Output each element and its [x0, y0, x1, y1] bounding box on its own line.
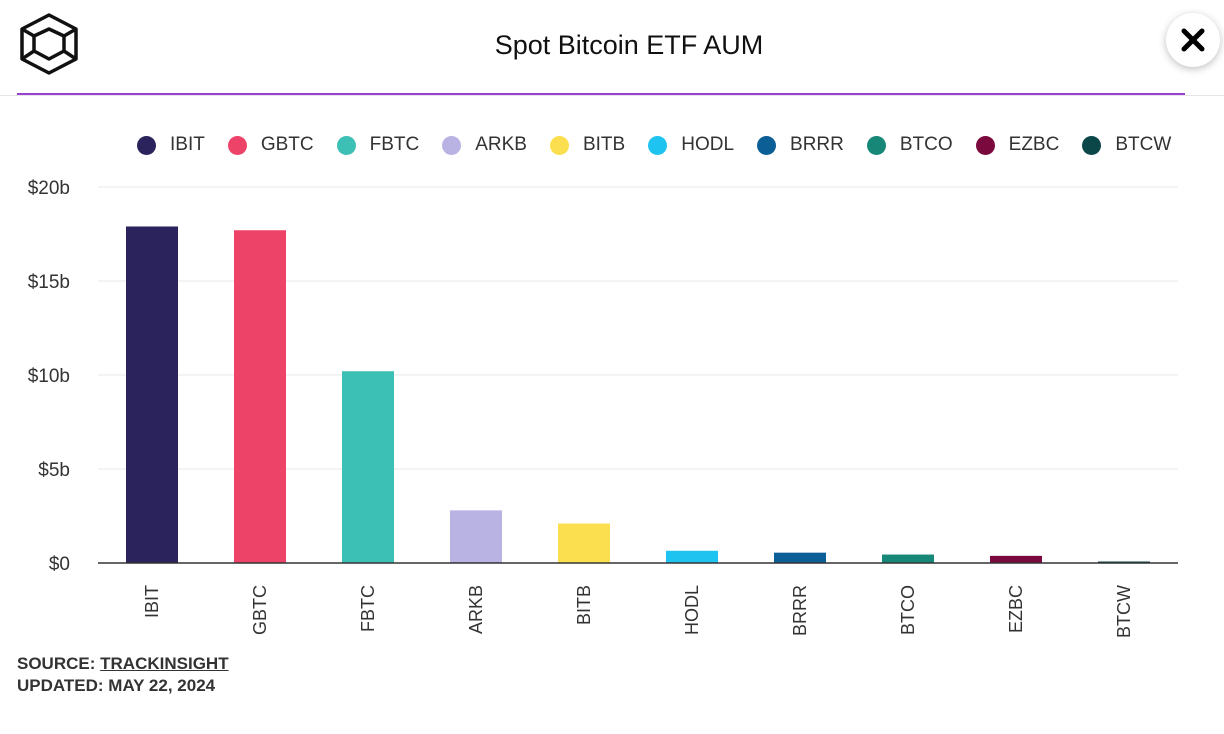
legend-item-btcw[interactable]: BTCW [1082, 134, 1171, 156]
bar-ezbc [990, 555, 1042, 563]
legend-swatch [1082, 135, 1102, 155]
legend-label: IBIT [170, 134, 205, 155]
y-tick-label: $10b [28, 366, 70, 387]
header-accent-rule [17, 93, 1185, 95]
x-tick-label: ARKB [466, 585, 486, 634]
x-tick-label: GBTC [250, 585, 270, 635]
legend-label: HODL [681, 134, 735, 155]
updated-date: UPDATED: MAY 22, 2024 [17, 676, 216, 695]
legend-label: EZBC [1008, 134, 1060, 155]
legend-label: GBTC [260, 134, 314, 155]
y-tick-label: $5b [38, 460, 70, 481]
legend-swatch [648, 135, 668, 155]
legend-label: BRRR [790, 134, 844, 155]
legend-item-fbtc[interactable]: FBTC [336, 134, 420, 156]
chart-header: Spot Bitcoin ETF AUM [0, 0, 1224, 96]
legend-swatch [757, 135, 777, 155]
y-tick-label: $20b [28, 178, 70, 199]
legend-swatch [866, 135, 886, 155]
bar-ibit [126, 226, 178, 564]
legend-item-ibit[interactable]: IBIT [137, 134, 205, 156]
header-divider [0, 95, 1224, 96]
legend-label: ARKB [475, 134, 527, 155]
legend-swatch [442, 135, 462, 155]
x-tick-label: BITB [574, 585, 594, 625]
legend-label: BTCW [1115, 134, 1172, 155]
logo-cube-icon [20, 13, 78, 75]
close-icon [1181, 28, 1205, 52]
source-link[interactable]: TRACKINSIGHT [100, 654, 229, 673]
legend-item-ezbc[interactable]: EZBC [975, 134, 1060, 156]
bar-chart: $0 $5b $10b $15b $20b IBIT GBTC FBTC ARKB BITB HOD… [28, 178, 1178, 638]
x-tick-label: HODL [682, 585, 702, 635]
bar-fbtc [342, 371, 394, 563]
bar-arkb [450, 510, 502, 563]
x-tick-label: IBIT [142, 585, 162, 618]
legend-label: FBTC [369, 134, 420, 155]
legend-swatch [975, 135, 995, 155]
legend-item-brrr[interactable]: BRRR [757, 134, 844, 156]
bar-bitb [558, 523, 610, 563]
x-tick-label: BRRR [790, 585, 810, 636]
x-tick-label: FBTC [358, 585, 378, 632]
x-tick-label: BTCW [1114, 585, 1134, 638]
x-tick-label: BTCO [898, 585, 918, 635]
chart-legend: IBIT GBTC FBTC ARKB BITB HODL BRRR BTCO EZBC BTCW [137, 131, 1194, 159]
bar-btco [882, 554, 934, 563]
close-button[interactable] [1166, 13, 1220, 67]
legend-item-gbtc[interactable]: GBTC [227, 134, 314, 156]
chart-title: Spot Bitcoin ETF AUM [494, 30, 764, 60]
legend-item-arkb[interactable]: ARKB [442, 134, 527, 156]
bar-gbtc [234, 230, 286, 564]
y-tick-label: $0 [49, 554, 70, 575]
legend-swatch [137, 135, 156, 155]
y-tick-label: $15b [28, 272, 70, 293]
legend-swatch [549, 135, 569, 155]
legend-label: BITB [582, 134, 626, 155]
bar-brrr [774, 552, 826, 563]
bar-hodl [666, 550, 718, 563]
legend-label: BTCO [899, 134, 953, 155]
source-line: SOURCE: TRACKINSIGHT [17, 653, 229, 675]
legend-swatch [336, 135, 356, 155]
x-tick-label: EZBC [1006, 585, 1026, 633]
legend-swatch [227, 135, 247, 155]
bar-btcw [1098, 561, 1150, 563]
chart-footer: SOURCE: TRACKINSIGHT UPDATED: MAY 22, 20… [17, 653, 229, 697]
source-prefix: SOURCE: [17, 654, 96, 673]
legend-item-bitb[interactable]: BITB [549, 134, 626, 156]
legend-item-btco[interactable]: BTCO [866, 134, 953, 156]
legend-item-hodl[interactable]: HODL [648, 134, 734, 156]
